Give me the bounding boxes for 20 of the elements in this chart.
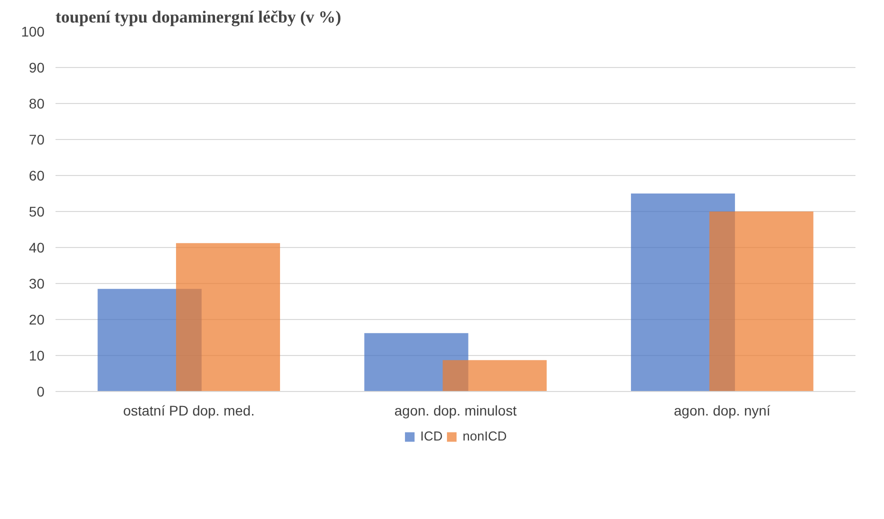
y-tick-label: 60 — [28, 168, 45, 184]
y-tick-label: 90 — [28, 60, 45, 76]
x-tick-label: agon. dop. nyní — [674, 402, 771, 418]
x-tick-label: agon. dop. minulost — [394, 402, 517, 418]
legend-label: ICD — [420, 428, 443, 444]
y-tick-label: 50 — [28, 204, 45, 220]
chart-title: toupení typu dopaminergní léčby (v %) — [56, 8, 342, 26]
bar — [442, 360, 547, 392]
y-tick-label: 80 — [28, 96, 45, 112]
y-tick-label: 0 — [36, 384, 45, 400]
y-tick-label: 20 — [28, 312, 45, 328]
y-tick-label: 30 — [28, 276, 45, 292]
bar — [176, 243, 280, 392]
y-tick-label: 40 — [28, 240, 45, 256]
y-tick-label: 70 — [28, 132, 45, 148]
legend-label: nonICD — [462, 428, 507, 444]
y-tick-label: 10 — [28, 348, 45, 364]
y-tick-label: 100 — [21, 24, 45, 40]
bar — [709, 212, 814, 392]
x-tick-label: ostatní PD dop. med. — [123, 402, 255, 418]
